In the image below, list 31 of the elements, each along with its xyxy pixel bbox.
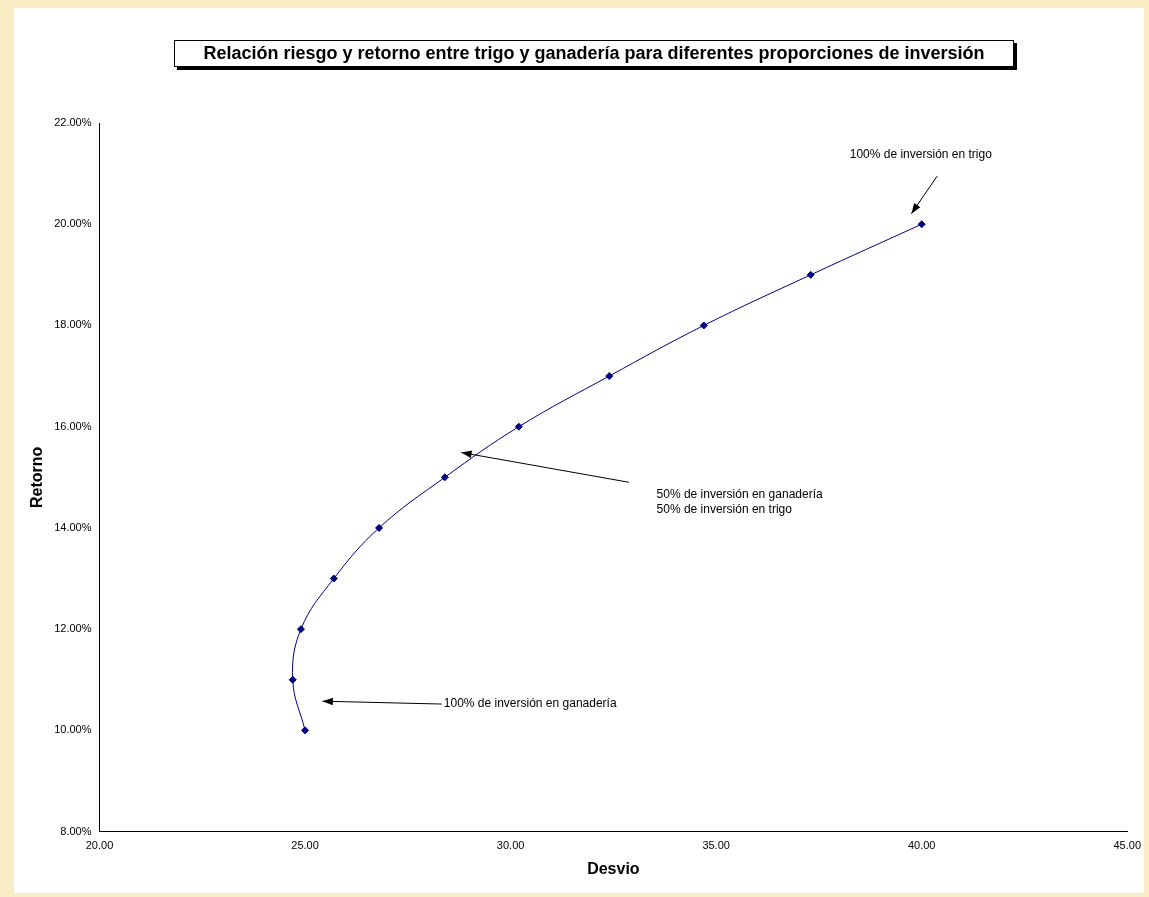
- x-axis-title: Desvio: [587, 859, 640, 877]
- x-tick-label: 40.00: [907, 839, 936, 852]
- y-tick-label: 10.00%: [54, 723, 92, 736]
- y-tick-label: 14.00%: [54, 520, 92, 533]
- annotation: 100% de inversión en ganadería: [443, 696, 617, 711]
- x-tick-label: 30.00: [496, 839, 525, 852]
- y-tick-label: 20.00%: [54, 217, 92, 230]
- y-axis-title: Retorno: [28, 446, 46, 508]
- point: [699, 321, 708, 330]
- y-tick-label: 8.00%: [60, 824, 92, 837]
- point: [301, 726, 310, 735]
- x-tick-label: 45.00: [1113, 839, 1141, 852]
- chart-title: Relación riesgo y retorno entre trigo y ganadería para diferentes proporciones de inversión: [174, 40, 1014, 67]
- y-tick-label: 22.00%: [54, 116, 92, 129]
- x-tick-label: 20.00: [85, 839, 114, 852]
- y-tick-label: 12.00%: [54, 622, 92, 635]
- y-tick-label: 16.00%: [54, 419, 92, 432]
- point: [440, 473, 449, 482]
- y-tick-label: 18.00%: [54, 318, 92, 331]
- annotation: 50% de inversión en ganadería 50% de inversión en trigo: [656, 487, 823, 517]
- point: [375, 523, 384, 532]
- x-tick-label: 25.00: [291, 839, 319, 852]
- point: [288, 675, 297, 684]
- point: [329, 574, 338, 583]
- annotation: 100% de inversión en trigo: [849, 147, 993, 162]
- point: [806, 270, 815, 279]
- point: [296, 625, 305, 634]
- x-tick-label: 35.00: [702, 839, 730, 852]
- point: [605, 372, 614, 381]
- point: [514, 422, 523, 431]
- point: [917, 220, 926, 229]
